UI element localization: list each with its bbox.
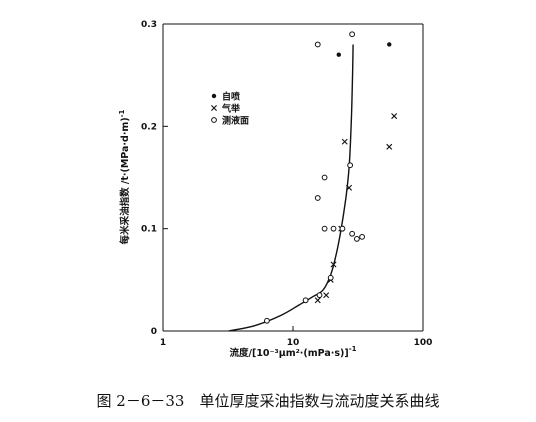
- x-axis-title: 流度/[10⁻³μm²·(mPa·s)]-1: [230, 345, 357, 359]
- data-point-circle: [211, 117, 217, 123]
- y-tick-label: 0.2: [141, 122, 157, 132]
- data-point-circle: [349, 230, 356, 237]
- data-point-circle: [316, 292, 323, 299]
- y-axis-label: 每米采油指数 /t·(MPa·d·m): [119, 117, 131, 244]
- curve-layer: [228, 44, 354, 332]
- x-tick-label: 10: [287, 338, 300, 348]
- fit-curve: [228, 44, 354, 332]
- data-point-circle: [330, 225, 337, 232]
- data-point-x: [346, 184, 353, 191]
- data-point-circle: [347, 162, 354, 169]
- data-point-x: [330, 261, 337, 268]
- data-point-circle: [321, 225, 328, 232]
- data-point-circle: [264, 317, 270, 324]
- data-point-circle: [339, 225, 346, 232]
- data-point-dot: [211, 93, 217, 99]
- legend-label: 气举: [221, 103, 241, 115]
- y-tick-label: 0.1: [141, 225, 157, 235]
- x-tick-label: 1: [160, 338, 166, 348]
- svg-text:每米采油指数 /t·(MPa·d·m)-1: 每米采油指数 /t·(MPa·d·m)-1: [118, 109, 131, 244]
- data-point-dot: [336, 52, 341, 57]
- legend-label: 测液面: [222, 115, 249, 127]
- data-point-circle: [359, 233, 365, 240]
- plot-frame: [162, 23, 424, 332]
- data-point-x: [391, 113, 398, 120]
- y-tick-label: 0: [151, 327, 157, 337]
- data-point-x: [211, 105, 217, 111]
- y-ticks: 0 0.1 0.2 0.3: [141, 20, 168, 337]
- data-point-dot: [387, 42, 392, 47]
- data-point-x: [314, 297, 321, 304]
- data-point-x: [323, 292, 330, 299]
- data-point-circle: [302, 297, 309, 304]
- y-axis-title: 每米采油指数 /t·(MPa·d·m)-1: [118, 109, 131, 244]
- x-axis-label: 流度/[10⁻³μm²·(mPa·s)]: [230, 347, 349, 359]
- data-point-x: [341, 138, 348, 145]
- y-axis-label-exponent: -1: [118, 109, 126, 117]
- data-point-circle: [314, 195, 321, 201]
- data-point-circle: [314, 41, 321, 48]
- data-point-x: [386, 143, 393, 150]
- y-tick-label: 0.3: [141, 20, 157, 30]
- data-point-circle: [353, 236, 360, 242]
- data-point-circle: [349, 31, 356, 38]
- x-tick-label: 100: [414, 338, 433, 348]
- data-point-circle: [327, 274, 334, 281]
- figure-caption: 图 2－6－33 单位厚度采油指数与流动度关系曲线: [97, 392, 440, 410]
- legend-label: 自喷: [222, 91, 240, 103]
- points-layer: [264, 31, 398, 324]
- x-ticks: 1 10 100: [160, 326, 433, 348]
- data-point-circle: [321, 174, 328, 181]
- x-axis-label-exponent: -1: [349, 345, 357, 353]
